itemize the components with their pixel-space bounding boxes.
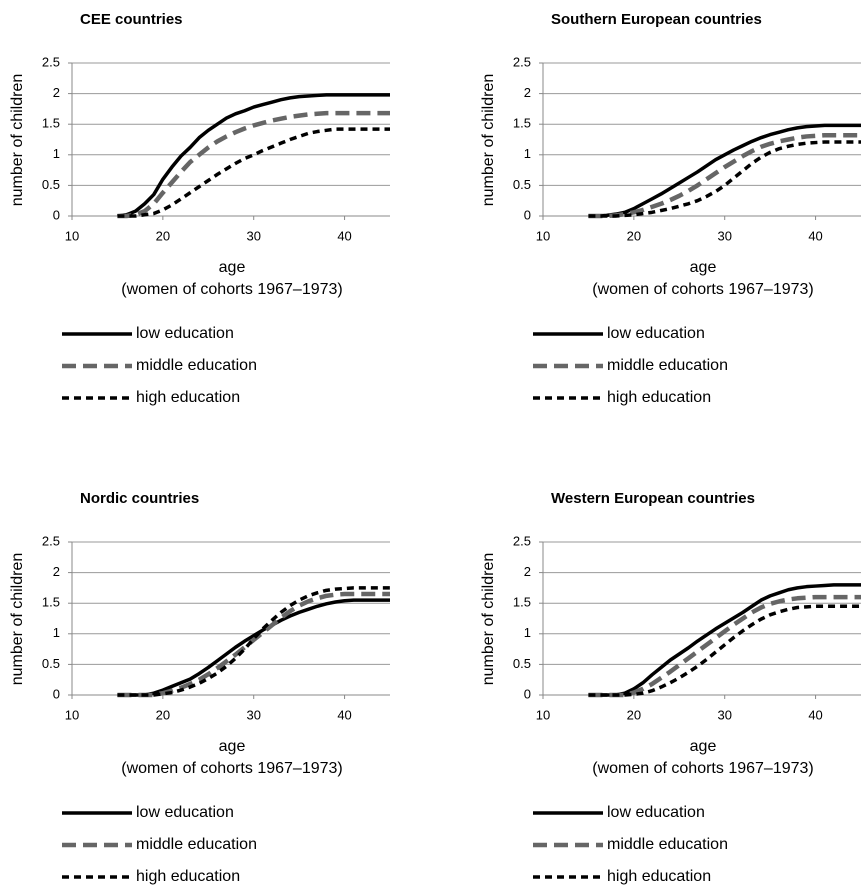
y-axis-label: number of children (9, 74, 26, 207)
y-tick-label: 1 (524, 146, 531, 161)
legend-label: middle education (607, 836, 728, 853)
y-tick-label: 1 (53, 146, 60, 161)
y-axis-label: number of children (9, 553, 26, 686)
x-tick-label: 30 (717, 228, 731, 243)
y-tick-label: 0.5 (513, 656, 531, 671)
legend-label: high education (607, 389, 711, 406)
legend-label: high education (607, 868, 711, 885)
chart-title: Nordic countries (80, 490, 199, 507)
x-tick-label: 10 (65, 228, 79, 243)
x-axis-label: age (219, 259, 246, 276)
data-line (588, 140, 861, 218)
data-line (588, 132, 861, 219)
x-tick-label: 30 (246, 228, 260, 243)
x-tick-label: 40 (808, 228, 822, 243)
x-tick-label: 10 (536, 707, 550, 722)
y-tick-label: 0 (524, 207, 531, 222)
x-tick-label: 40 (808, 707, 822, 722)
data-line (117, 110, 390, 219)
y-tick-label: 0.5 (42, 656, 60, 671)
data-line (117, 598, 390, 697)
x-tick-label: 10 (65, 707, 79, 722)
x-tick-label: 10 (536, 228, 550, 243)
data-line (588, 604, 861, 697)
chart-title: CEE countries (80, 11, 183, 28)
y-tick-label: 2.5 (513, 533, 531, 548)
x-tick-label: 20 (156, 707, 170, 722)
y-tick-label: 2 (524, 564, 531, 579)
y-tick-label: 0 (53, 686, 60, 701)
y-tick-label: 1.5 (42, 595, 60, 610)
x-tick-label: 20 (627, 707, 641, 722)
x-tick-label: 30 (246, 707, 260, 722)
legend-label: high education (136, 868, 240, 885)
y-axis-label: number of children (480, 553, 497, 686)
chart-title: Western European countries (551, 490, 755, 507)
x-axis-label: age (690, 259, 717, 276)
x-tick-label: 20 (156, 228, 170, 243)
legend-label: high education (136, 389, 240, 406)
x-axis-label: age (219, 738, 246, 755)
y-tick-label: 1.5 (42, 116, 60, 131)
data-line (588, 123, 861, 218)
y-tick-label: 2 (53, 564, 60, 579)
legend-label: middle education (136, 836, 257, 853)
x-axis-sublabel: (women of cohorts 1967–1973) (592, 281, 813, 298)
y-tick-label: 1 (524, 625, 531, 640)
data-line (117, 127, 390, 218)
legend-label: middle education (136, 357, 257, 374)
legend-label: low education (607, 804, 705, 821)
data-line (588, 583, 861, 697)
y-tick-label: 0 (524, 686, 531, 701)
y-tick-label: 2.5 (42, 533, 60, 548)
y-tick-label: 1 (53, 625, 60, 640)
x-tick-label: 20 (627, 228, 641, 243)
x-tick-label: 30 (717, 707, 731, 722)
x-axis-sublabel: (women of cohorts 1967–1973) (121, 281, 342, 298)
y-tick-label: 2.5 (42, 54, 60, 69)
y-axis-label: number of children (480, 74, 497, 207)
y-tick-label: 2 (53, 85, 60, 100)
y-tick-label: 1.5 (513, 595, 531, 610)
x-axis-label: age (690, 738, 717, 755)
y-tick-label: 0 (53, 207, 60, 222)
data-line (117, 591, 390, 698)
legend-label: low education (607, 325, 705, 342)
chart-title: Southern European countries (551, 11, 762, 28)
y-tick-label: 1.5 (513, 116, 531, 131)
x-axis-sublabel: (women of cohorts 1967–1973) (592, 760, 813, 777)
x-axis-sublabel: (women of cohorts 1967–1973) (121, 760, 342, 777)
legend-label: middle education (607, 357, 728, 374)
data-line (117, 93, 390, 218)
legend-label: low education (136, 325, 234, 342)
y-tick-label: 0.5 (513, 177, 531, 192)
data-line (588, 594, 861, 698)
y-tick-label: 2 (524, 85, 531, 100)
legend-label: low education (136, 804, 234, 821)
x-tick-label: 40 (337, 707, 351, 722)
y-tick-label: 2.5 (513, 54, 531, 69)
x-tick-label: 40 (337, 228, 351, 243)
y-tick-label: 0.5 (42, 177, 60, 192)
